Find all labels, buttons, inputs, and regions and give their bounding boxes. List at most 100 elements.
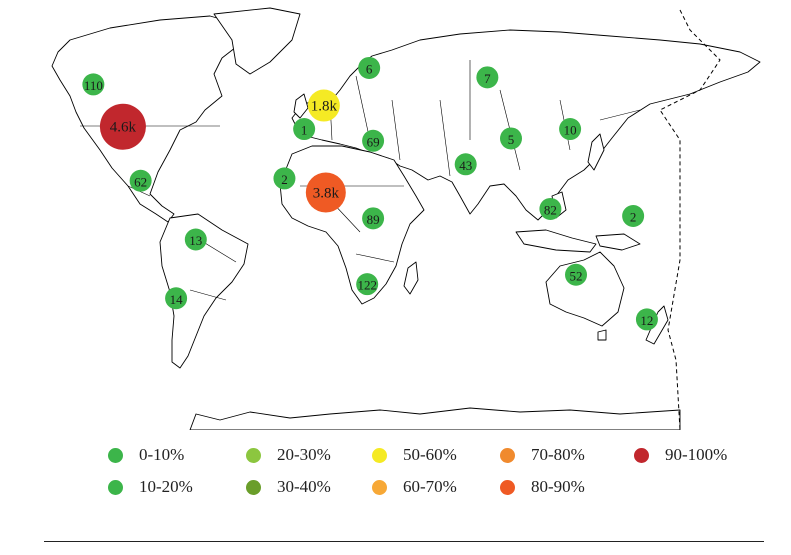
map-marker-label: 69 — [367, 134, 380, 149]
map-marker-circle — [273, 167, 296, 190]
map-marker-circle — [454, 153, 477, 176]
map-marker-circle — [184, 228, 207, 251]
map-marker-circle — [539, 197, 562, 220]
tasmania-landmass — [597, 329, 607, 341]
map-marker-circle — [307, 89, 340, 122]
japan-landmass — [587, 133, 605, 171]
map-marker[interactable]: 3.8k — [305, 172, 346, 213]
legend-swatch — [108, 479, 123, 495]
map-marker-label: 10 — [564, 123, 577, 138]
map-marker[interactable]: 110 — [82, 73, 105, 96]
map-marker-circle — [362, 129, 385, 152]
map-marker-label: 13 — [189, 233, 202, 248]
map-marker[interactable]: 2 — [622, 205, 645, 227]
map-marker[interactable]: 7 — [476, 66, 499, 89]
map-marker[interactable]: 69 — [362, 129, 385, 152]
legend-item-90-100: 90-100% — [634, 444, 727, 466]
legend-item-20-30: 20-30% — [246, 444, 331, 466]
legend-label: 70-80% — [531, 445, 585, 464]
map-marker-label: 2 — [630, 210, 637, 225]
map-marker[interactable]: 12 — [635, 308, 658, 331]
legend-swatch — [500, 479, 515, 495]
legend-label: 50-60% — [403, 445, 457, 464]
map-marker-circle — [362, 207, 385, 230]
map-marker-circle — [305, 172, 346, 213]
bottom-rule — [44, 541, 764, 542]
north-america-landmass — [51, 15, 246, 223]
legend-swatch — [500, 447, 515, 463]
map-marker-label: 43 — [459, 158, 472, 173]
africa-landmass — [279, 145, 425, 305]
legend-label: 10-20% — [139, 477, 193, 496]
legend-item-30-40: 30-40% — [246, 476, 331, 498]
map-marker-circle — [356, 273, 379, 296]
map-marker-circle — [293, 118, 316, 141]
british-isles-landmass — [293, 93, 309, 119]
map-marker-circle — [635, 308, 658, 331]
map-marker[interactable]: 4.6k — [99, 103, 146, 150]
legend-item-60-70: 60-70% — [372, 476, 457, 498]
legend-label: 90-100% — [665, 445, 728, 464]
map-marker-circle — [476, 66, 499, 89]
map-marker[interactable]: 6 — [358, 56, 381, 79]
map-marker-label: 5 — [508, 132, 515, 147]
map-marker-circle — [99, 103, 146, 150]
new-zealand-landmass — [645, 305, 669, 345]
map-marker-circle — [358, 56, 381, 79]
world-map: 1104.6k6213141.8k123.8k66989122754310825… — [51, 7, 761, 430]
map-marker-label: 14 — [170, 292, 184, 307]
map-marker[interactable]: 1 — [293, 118, 316, 141]
map-marker[interactable]: 52 — [565, 263, 588, 286]
map-marker-label: 122 — [357, 278, 377, 293]
map-marker[interactable]: 43 — [454, 153, 477, 176]
map-marker-label: 4.6k — [110, 120, 137, 136]
legend-swatch — [372, 447, 387, 463]
date-line — [659, 9, 721, 430]
map-marker-label: 6 — [366, 61, 373, 76]
map-marker-label: 110 — [84, 78, 103, 93]
map-marker[interactable]: 5 — [500, 127, 522, 150]
map-marker-label: 7 — [484, 71, 491, 86]
legend-label: 60-70% — [403, 477, 457, 496]
map-marker-label: 1.8k — [311, 99, 338, 115]
indonesia-landmass — [515, 229, 597, 253]
map-marker[interactable]: 13 — [184, 228, 207, 251]
greenland-landmass — [213, 7, 301, 75]
new-guinea-landmass — [595, 233, 641, 251]
map-marker[interactable]: 122 — [356, 273, 379, 296]
map-marker-label: 62 — [134, 174, 147, 189]
map-marker-circle — [82, 73, 105, 96]
legend-label: 0-10% — [139, 445, 185, 464]
legend-swatch — [372, 479, 387, 495]
legend-swatch — [108, 447, 123, 463]
legend-item-80-90: 80-90% — [500, 476, 585, 498]
map-marker[interactable]: 62 — [129, 169, 152, 192]
antarctica-coast — [189, 407, 681, 430]
map-marker-label: 1 — [301, 123, 308, 138]
map-marker[interactable]: 10 — [559, 118, 582, 141]
map-marker[interactable]: 2 — [273, 167, 296, 190]
legend-swatch — [634, 447, 649, 463]
legend-item-50-60: 50-60% — [372, 444, 457, 466]
map-marker[interactable]: 82 — [539, 197, 562, 220]
map-marker-circle — [165, 287, 188, 310]
australia-landmass — [545, 251, 625, 327]
madagascar-landmass — [403, 261, 419, 295]
map-marker-label: 52 — [570, 268, 583, 283]
legend-label: 20-30% — [277, 445, 331, 464]
map-marker[interactable]: 89 — [362, 207, 385, 230]
map-marker[interactable]: 14 — [165, 287, 188, 310]
map-marker[interactable]: 1.8k — [307, 89, 340, 122]
map-marker-circle — [559, 118, 582, 141]
legend-item-10-20: 10-20% — [108, 476, 193, 498]
legend-swatch — [246, 447, 261, 463]
map-marker-label: 3.8k — [313, 186, 340, 202]
map-marker-label: 89 — [367, 212, 380, 227]
legend-item-70-80: 70-80% — [500, 444, 585, 466]
legend-item-0-10: 0-10% — [108, 444, 184, 466]
legend-label: 80-90% — [531, 477, 585, 496]
map-marker-circle — [622, 205, 645, 227]
map-marker-circle — [500, 127, 522, 150]
legend-swatch — [246, 479, 261, 495]
map-marker-circle — [565, 263, 588, 286]
